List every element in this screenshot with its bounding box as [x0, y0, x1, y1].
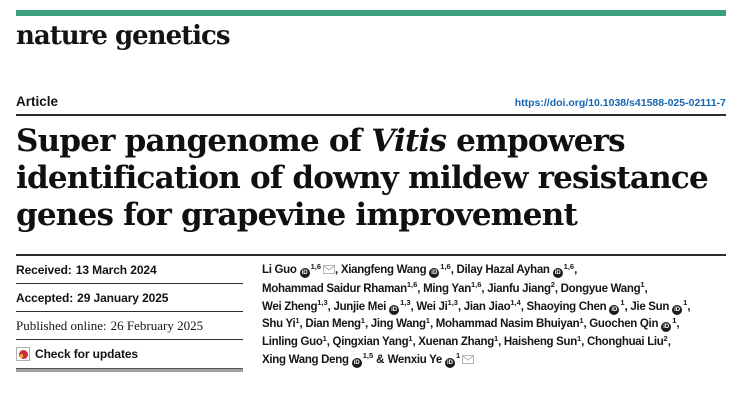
author-name: Linling Guo: [262, 336, 323, 349]
orcid-icon[interactable]: iD: [351, 357, 362, 368]
affiliation-superscript: 1,6: [440, 261, 451, 271]
affiliation-superscript: 1,3: [400, 298, 411, 308]
accepted-date-row: Accepted: 29 January 2025: [16, 284, 243, 312]
orcid-icon[interactable]: iD: [661, 322, 672, 333]
author-name: Xiangfeng Wang: [340, 264, 427, 276]
affiliation-superscript: 1,6: [310, 261, 322, 271]
affiliation-superscript: 1: [408, 333, 413, 343]
affiliation-superscript: 1,4: [510, 298, 521, 308]
author-name: Wei Zheng: [262, 300, 318, 313]
email-icon[interactable]: [462, 353, 475, 371]
page-title: Super pangenome of Vitis empowers identi…: [16, 123, 725, 234]
received-date-row: Received: 13 March 2024: [16, 256, 243, 284]
orcid-icon[interactable]: iD: [609, 304, 620, 315]
orcid-icon[interactable]: iD: [672, 304, 683, 315]
meta-bottom-rule: [16, 368, 243, 372]
author-name: Junjie Mei: [333, 300, 387, 313]
published-value: 26 February 2025: [110, 317, 204, 333]
author-name: Haisheng Sun: [503, 336, 577, 349]
author-name: Shaoying Chen: [526, 300, 607, 313]
author-line: Mohammad Saidur Rhaman1,6, Ming Yan1,6, …: [262, 280, 648, 295]
meta-section: Received: 13 March 2024 Accepted: 29 Jan…: [16, 256, 726, 372]
brand-color-bar: [16, 10, 726, 16]
received-label: Received:: [16, 262, 72, 277]
author-name: Jie Sun: [630, 300, 670, 313]
affiliation-superscript: 1,6: [406, 280, 418, 290]
author-line: Xing Wang Deng iD1,5 & Wenxiu Ye iD1: [262, 351, 726, 371]
affiliation-superscript: 1: [295, 315, 300, 325]
title-text-pre: Super pangenome of: [16, 123, 372, 159]
crossmark-icon: [16, 347, 30, 361]
affiliation-superscript: 1: [579, 315, 584, 325]
author-name: Wenxiu Ye: [387, 353, 443, 366]
author-name: Dongyue Wang: [560, 282, 641, 295]
doi-link[interactable]: https://doi.org/10.1038/s41588-025-02111…: [514, 97, 726, 109]
accepted-label: Accepted:: [16, 290, 74, 305]
article-header-row: Article https://doi.org/10.1038/s41588-0…: [16, 94, 726, 109]
affiliation-superscript: 2: [663, 333, 668, 343]
affiliation-superscript: 1: [683, 298, 688, 308]
orcid-icon[interactable]: iD: [552, 268, 563, 278]
page-title-line3: genes for grapevine improvement: [16, 197, 578, 233]
published-date-row: Published online: 26 February 2025: [16, 312, 243, 340]
author-name: Mohammad Saidur Rhaman: [262, 282, 407, 295]
journal-logo: nature genetics: [16, 21, 230, 51]
orcid-icon[interactable]: iD: [429, 268, 440, 278]
author-name: Dian Meng: [305, 318, 361, 331]
affiliation-superscript: 1: [455, 351, 461, 361]
published-label: Published online:: [16, 317, 107, 333]
affiliation-superscript: 1: [672, 315, 677, 325]
author-name: Qingxian Yang: [332, 336, 409, 349]
check-for-updates-label: Check for updates: [35, 347, 138, 361]
accepted-value: 29 January 2025: [77, 290, 169, 305]
author-name: Chonghuai Liu: [586, 336, 664, 349]
author-line: Linling Guo1, Qingxian Yang1, Xuenan Zha…: [262, 333, 671, 349]
author-name: Jian Jiao: [463, 300, 511, 313]
meta-top-rule: [16, 254, 726, 256]
title-text-post: empowers: [446, 123, 625, 159]
affiliation-superscript: 1: [425, 315, 430, 325]
orcid-icon[interactable]: iD: [389, 304, 400, 315]
article-type-label: Article: [16, 94, 59, 109]
author-name: Xing Wang Deng: [262, 353, 349, 366]
author-name: Dilay Hazal Ayhan: [456, 264, 550, 276]
article-history-panel: Received: 13 March 2024 Accepted: 29 Jan…: [16, 256, 243, 372]
affiliation-superscript: 1,3: [447, 298, 458, 308]
affiliation-superscript: 1: [360, 315, 365, 325]
author-name: Mohammad Nasim Bhuiyan: [435, 318, 580, 331]
title-italic-species: Vitis: [371, 123, 447, 159]
check-for-updates-button[interactable]: Check for updates: [16, 340, 243, 368]
author-name: Ming Yan: [423, 282, 471, 295]
author-separator-ampersand: &: [376, 353, 388, 366]
affiliation-superscript: 2: [550, 280, 555, 290]
author-name: Jing Wang: [370, 318, 426, 331]
author-name: Wei Ji: [416, 300, 448, 313]
page-title-line1: Super pangenome of Vitis empowers: [16, 123, 626, 159]
affiliation-superscript: 1: [620, 298, 625, 308]
author-name: Shu Yi: [262, 318, 296, 331]
author-line: Shu Yi1, Dian Meng1, Jing Wang1, Mohamma…: [262, 315, 680, 333]
affiliation-superscript: 1,3: [317, 298, 328, 308]
orcid-icon[interactable]: iD: [444, 357, 455, 368]
affiliation-superscript: 1: [322, 333, 327, 343]
affiliation-superscript: 1,6: [470, 280, 482, 290]
author-name: Guochen Qin: [589, 318, 659, 331]
author-name: Xuenan Zhang: [418, 336, 494, 349]
authors-block: Li Guo iD1,6, Xiangfeng Wang iD1,6, Dilay …: [262, 256, 726, 371]
affiliation-superscript: 1: [640, 280, 645, 290]
received-value: 13 March 2024: [75, 262, 157, 277]
affiliation-superscript: 1: [493, 333, 499, 343]
affiliation-superscript: 1: [576, 333, 582, 343]
header-rule: [16, 114, 726, 116]
author-line: Li Guo iD1,6, Xiangfeng Wang iD1,6, Dilay …: [262, 262, 726, 281]
email-icon[interactable]: [323, 263, 336, 281]
author-name: Li Guo: [262, 264, 297, 276]
author-name: Jianfu Jiang: [487, 282, 551, 295]
orcid-icon[interactable]: iD: [299, 268, 310, 278]
page-title-line2: identification of downy mildew resistanc…: [16, 160, 709, 196]
affiliation-superscript: 1,5: [362, 351, 374, 361]
affiliation-superscript: 1,6: [563, 261, 575, 271]
author-line: Wei Zheng1,3, Junjie Mei iD1,3, Wei Ji1,3…: [262, 298, 691, 315]
